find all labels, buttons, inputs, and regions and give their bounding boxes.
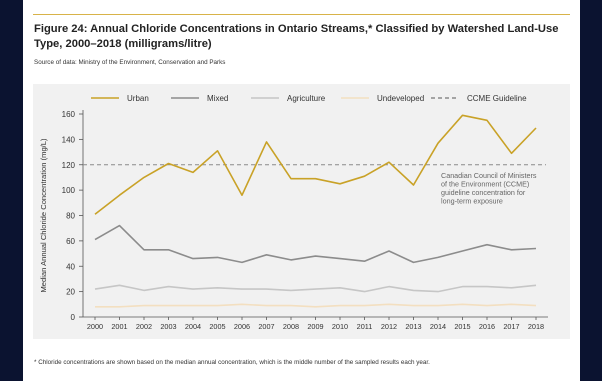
line-chart: 0 20 40 60 80 100 120 140 160 2000 2001 2002 2003 200…	[39, 94, 548, 331]
x-tick-label: 2006	[234, 322, 250, 331]
x-tick-label: 2017	[503, 322, 519, 331]
legend-label-ccme-guideline: CCME Guideline	[467, 94, 527, 103]
x-tick-label: 2018	[528, 322, 544, 331]
legend-label-undeveloped: Undeveloped	[377, 94, 424, 103]
x-tick-label: 2005	[209, 322, 225, 331]
footnote: * Chloride concentrations are shown base…	[34, 359, 430, 366]
legend-label-agriculture: Agriculture	[287, 94, 326, 103]
guideline-annotation-line: Canadian Council of Ministers	[441, 171, 537, 180]
x-tick-label: 2016	[479, 322, 495, 331]
x-tick-label: 2007	[258, 322, 274, 331]
x-tick-label: 2004	[185, 322, 201, 331]
series-line-agriculture	[94, 284, 537, 293]
figure-title: Figure 24: Annual Chloride Concentration…	[34, 23, 559, 50]
guideline-annotation-line: guideline concentration for	[441, 188, 526, 197]
guideline-annotation-line: long-term exposure	[441, 196, 503, 205]
y-tick-label: 40	[66, 262, 75, 271]
x-tick-label: 2011	[357, 322, 373, 331]
legend-label-mixed: Mixed	[207, 94, 228, 103]
series-line-mixed	[94, 224, 537, 264]
x-tick-label: 2014	[430, 322, 446, 331]
title-rule	[33, 14, 570, 15]
legend-label-urban: Urban	[127, 94, 149, 103]
source-note: Source of data: Ministry of the Environm…	[34, 59, 226, 66]
y-tick-label: 60	[66, 237, 75, 246]
series-line-urban	[94, 114, 537, 215]
y-tick-label: 140	[62, 135, 76, 144]
y-tick-label: 20	[66, 288, 75, 297]
x-tick-label: 2001	[111, 322, 127, 331]
y-tick-label: 0	[71, 313, 76, 322]
x-tick-label: 2012	[381, 322, 397, 331]
x-tick-label: 2010	[332, 322, 348, 331]
chart-panel: 0 20 40 60 80 100 120 140 160 2000 2001 2002 2003 200…	[33, 84, 570, 339]
x-tick-label: 2013	[405, 322, 421, 331]
y-axis-title: Median Annual Chloride Concentration (mg…	[39, 138, 48, 293]
x-tick-label: 2008	[283, 322, 299, 331]
x-tick-label: 2000	[87, 322, 103, 331]
x-tick-label: 2002	[136, 322, 152, 331]
x-tick-label: 2003	[160, 322, 176, 331]
y-tick-label: 100	[62, 186, 76, 195]
figure-card: Figure 24: Annual Chloride Concentration…	[23, 0, 580, 381]
y-tick-label: 160	[62, 110, 76, 119]
guideline-annotation-line: of the Environment (CCME)	[441, 179, 529, 188]
series-line-undeveloped	[95, 303, 537, 308]
y-tick-label: 120	[62, 161, 76, 170]
x-tick-label: 2015	[454, 322, 470, 331]
x-tick-label: 2009	[307, 322, 323, 331]
y-tick-label: 80	[66, 212, 75, 221]
